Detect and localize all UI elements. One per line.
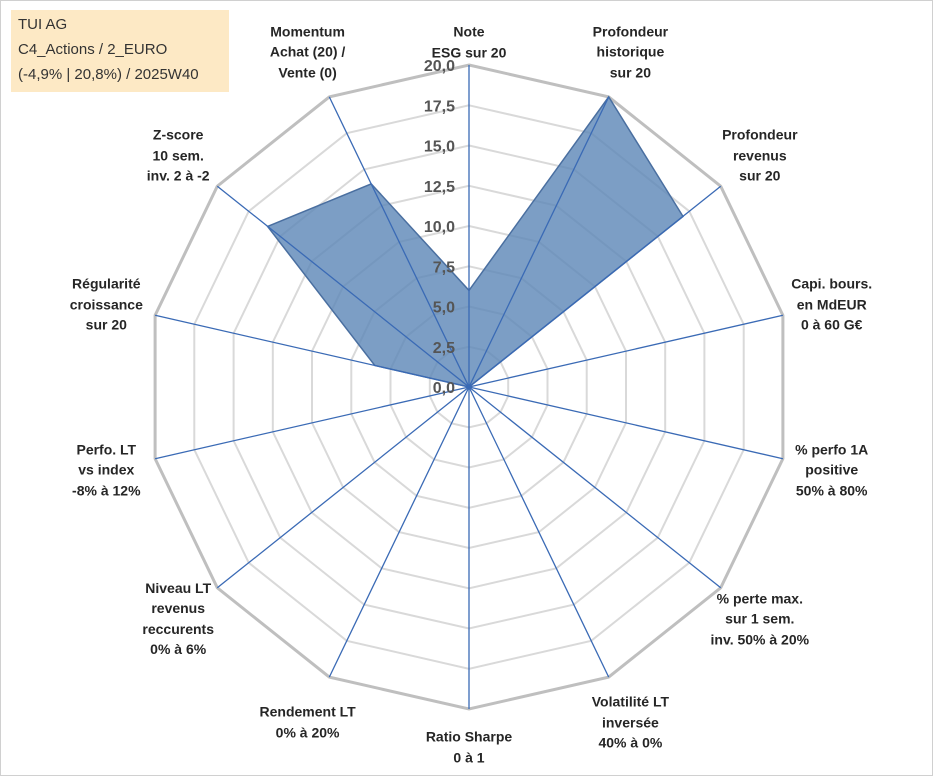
axis-label: % perfo 1A positive 50% à 80% [795, 439, 868, 501]
tick-label: 10,0 [424, 219, 455, 236]
axis-label: Régularité croissance sur 20 [70, 273, 143, 335]
tick-label: 5,0 [433, 300, 455, 317]
axis-spoke [468, 314, 784, 388]
axis-label: Capi. bours. en MdEUR 0 à 60 G€ [791, 273, 872, 335]
axis-label: Profondeur revenus sur 20 [722, 124, 797, 186]
axis-label-line: % perfo 1A [795, 441, 869, 458]
axis-label-line: croissance [69, 295, 143, 312]
axis-label-line: Z-score [152, 126, 204, 143]
series-area [266, 95, 684, 388]
performance-label: (-4,9% | 20,8%) / 2025W40 [18, 66, 199, 83]
tick-label: 17,5 [424, 98, 455, 115]
axis-label-line: % perte max. [716, 590, 803, 607]
axis-spoke [468, 386, 610, 678]
axis-label-line: sur 20 [739, 167, 781, 184]
axis-label-line: Rendement LT [259, 703, 356, 720]
tick-label: 2,5 [433, 340, 455, 357]
axis-label-line: ESG sur 20 [431, 44, 507, 60]
axis-label: Profondeur historique sur 20 [593, 21, 668, 83]
axis-label: Z-score 10 sem. inv. 2 à -2 [147, 124, 210, 186]
axis-label-line: 0 à 1 [453, 749, 485, 765]
axis-label-line: Momentum [270, 23, 345, 40]
axis-label-line: revenus [151, 600, 206, 617]
axis-label-line: inv. 2 à -2 [146, 167, 210, 184]
axis-spoke [154, 386, 470, 460]
axis-label-line: vs index [78, 461, 135, 478]
axis-label-line: revenus [732, 146, 787, 163]
axis-label: Niveau LT revenus reccurents 0% à 6% [142, 578, 214, 660]
axis-label-line: -8% à 12% [72, 482, 141, 499]
axis-label-line: 50% à 80% [795, 482, 868, 499]
axis-label: Rendement LT 0% à 20% [259, 702, 355, 743]
axis-label: Momentum Achat (20) / Vente (0) [270, 21, 345, 83]
axis-label-line: Profondeur [592, 23, 669, 40]
tick-label: 0,0 [433, 380, 455, 397]
radial-tick-labels: 0,0 2,5 5,0 7,5 10,0 12,5 15,0 17,5 20,0 [424, 58, 455, 397]
axis-label: Volatilité LT inversée 40% à 0% [592, 691, 669, 753]
axis-label-line: historique [596, 43, 665, 60]
axis-label-line: inv. 50% à 20% [710, 631, 810, 648]
axis-label: Note ESG sur 20 [432, 22, 507, 63]
axis-label-line: 0% à 6% [150, 641, 207, 658]
axis-label-line: inversée [601, 713, 659, 730]
axis-label-line: Volatilité LT [591, 693, 670, 710]
axis-label-line: reccurents [142, 620, 214, 637]
category-label: C4_Actions / 2_EURO [18, 41, 168, 58]
axis-label: Ratio Sharpe 0 à 1 [426, 727, 512, 768]
axis-label-line: Achat (20) / [269, 43, 346, 60]
axis-label-line: sur 20 [85, 316, 127, 333]
tick-label: 7,5 [433, 259, 455, 276]
axis-spoke [468, 386, 722, 589]
axis-label-line: positive [805, 461, 859, 478]
axis-spoke [468, 185, 722, 388]
axis-spoke [216, 185, 470, 388]
axis-label-line: Ratio Sharpe [425, 728, 513, 745]
info-box: TUI AG C4_Actions / 2_EURO (-4,9% | 20,8… [11, 10, 229, 92]
tick-label: 15,0 [424, 139, 455, 156]
tick-label: 20,0 [424, 58, 455, 75]
axis-label-line: 0% à 20% [275, 724, 340, 741]
axis-label-line: Niveau LT [145, 579, 212, 596]
axis-label-line: Note [453, 23, 485, 40]
axis-spoke [328, 96, 470, 388]
axis-spoke [216, 386, 470, 589]
axis-label-line: en MdEUR [796, 295, 867, 312]
axis-label: % perte max. sur 1 sem. inv. 50% à 20% [711, 588, 810, 650]
axis-label-line: Capi. bours. [791, 275, 873, 292]
axis-label-line: Vente (0) [278, 64, 337, 81]
axis-spoke [468, 386, 784, 460]
axis-label-line: Régularité [72, 275, 141, 292]
tick-label: 12,5 [424, 179, 455, 196]
axis-label-line: Profondeur [722, 126, 798, 143]
series-layer [266, 95, 684, 388]
radar-spokes [154, 65, 784, 709]
axis-label: Perfo. LT vs index -8% à 12% [72, 439, 140, 501]
axis-label-line: 40% à 0% [598, 734, 663, 751]
axis-label-line: Perfo. LT [76, 441, 137, 458]
axis-spoke [154, 314, 470, 388]
axis-spoke [468, 96, 610, 388]
axis-label-line: 10 sem. [152, 146, 204, 163]
axis-label-line: sur 1 sem. [725, 610, 795, 627]
axis-spoke [328, 386, 470, 678]
axis-label-line: sur 20 [609, 64, 652, 81]
company-name: TUI AG [18, 16, 68, 33]
axis-label-line: 0 à 60 G€ [800, 316, 863, 333]
